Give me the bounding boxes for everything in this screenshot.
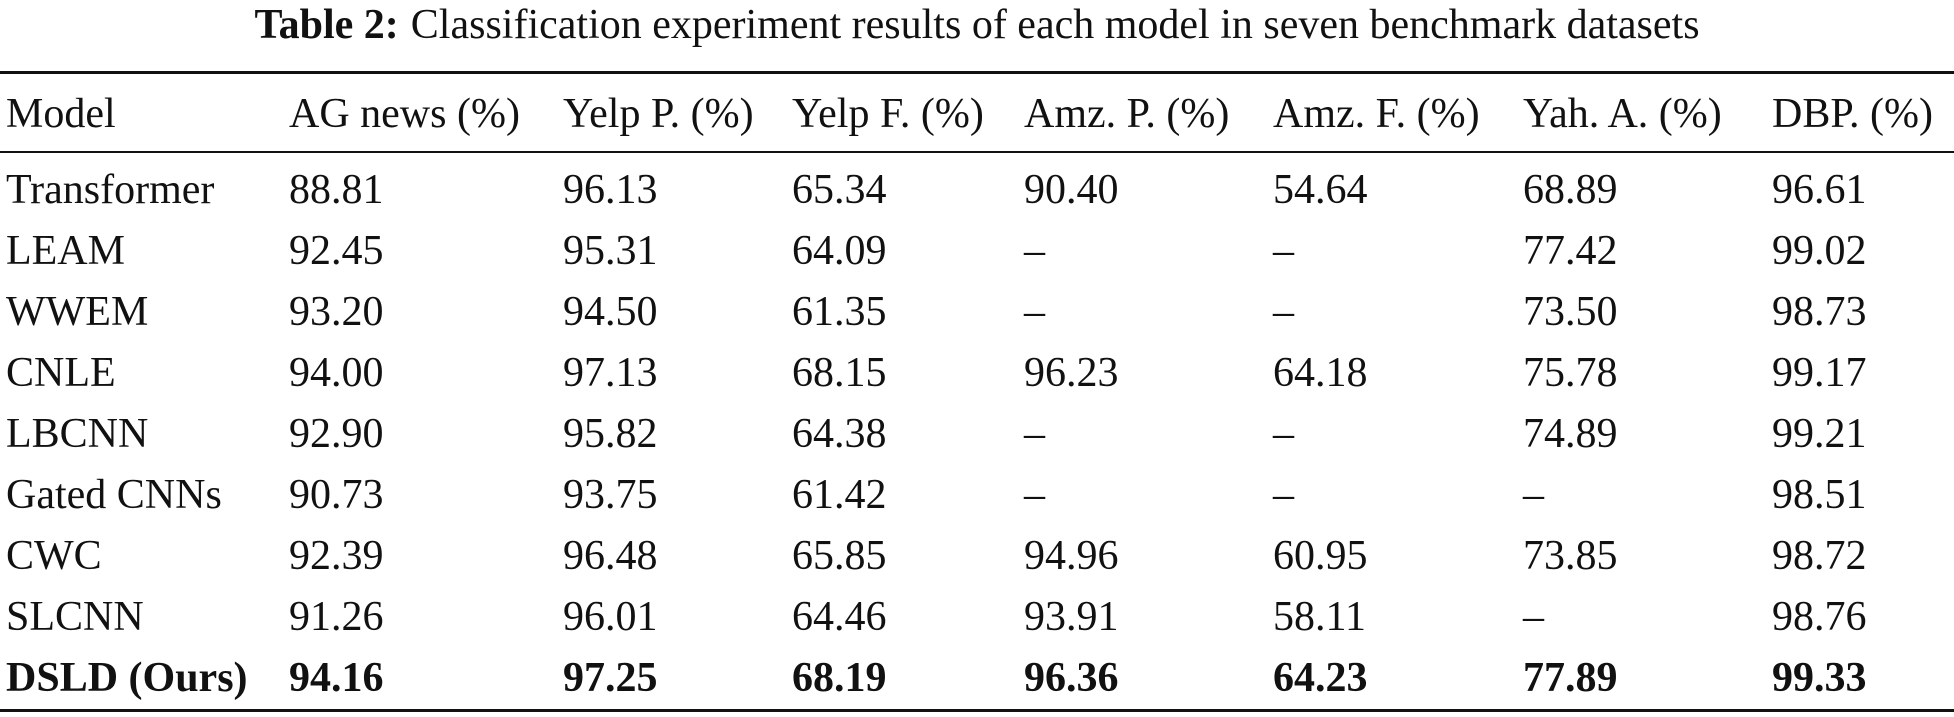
result-cell: 98.72 [1772,533,1867,579]
result-cell: 64.18 [1273,350,1368,396]
header-cell: DBP. (%) [1772,91,1934,137]
result-cell: 98.51 [1772,472,1867,518]
header-cell: Amz. F. (%) [1273,91,1480,137]
result-cell: 94.16 [289,655,384,701]
caption-label: Table 2: [254,2,399,48]
model-name: LBCNN [6,411,149,457]
result-cell: – [1273,228,1294,274]
result-cell: – [1273,411,1294,457]
result-cell: 92.39 [289,533,384,579]
result-cell: 61.42 [792,472,887,518]
result-cell: – [1523,472,1544,518]
result-cell: 99.02 [1772,228,1867,274]
model-name: Gated CNNs [6,472,222,518]
header-cell: Yah. A. (%) [1523,91,1722,137]
model-name: WWEM [6,289,149,335]
result-cell: – [1024,472,1045,518]
model-name: CWC [6,533,102,579]
result-cell: – [1024,411,1045,457]
header-cell: Model [6,91,116,137]
result-cell: 65.85 [792,533,887,579]
result-cell: 73.50 [1523,289,1618,335]
result-cell: – [1024,228,1045,274]
bottom-rule [0,709,1954,712]
caption: Table 2: Classification experiment result… [0,2,1954,48]
caption-text: Classification experiment results of eac… [410,2,1700,48]
result-cell: 96.01 [563,594,658,640]
result-cell: 64.23 [1273,655,1368,701]
result-cell: 98.76 [1772,594,1867,640]
model-name: CNLE [6,350,116,396]
model-name: SLCNN [6,594,144,640]
result-cell: 88.81 [289,167,384,213]
header-cell: Yelp F. (%) [792,91,984,137]
result-cell: 77.89 [1523,655,1618,701]
result-cell: – [1523,594,1544,640]
result-cell: 58.11 [1273,594,1366,640]
model-name: Transformer [6,167,215,213]
header-cell: AG news (%) [289,91,520,137]
result-cell: 94.00 [289,350,384,396]
result-cell: 93.20 [289,289,384,335]
result-cell: 73.85 [1523,533,1618,579]
result-cell: 97.13 [563,350,658,396]
result-cell: 97.25 [563,655,658,701]
result-cell: 74.89 [1523,411,1618,457]
result-cell: 68.19 [792,655,887,701]
header-cell: Amz. P. (%) [1024,91,1230,137]
result-cell: 65.34 [792,167,887,213]
result-cell: – [1273,289,1294,335]
header-cell: Yelp P. (%) [563,91,754,137]
result-cell: 54.64 [1273,167,1368,213]
result-cell: 64.46 [792,594,887,640]
result-cell: 99.17 [1772,350,1867,396]
result-cell: 92.45 [289,228,384,274]
result-cell: 96.23 [1024,350,1119,396]
result-cell: 90.40 [1024,167,1119,213]
result-cell: 90.73 [289,472,384,518]
result-cell: 94.96 [1024,533,1119,579]
result-cell: 64.38 [792,411,887,457]
result-cell: 93.75 [563,472,658,518]
result-cell: 96.61 [1772,167,1867,213]
result-cell: 75.78 [1523,350,1618,396]
mid-rule [0,151,1954,153]
result-cell: 68.89 [1523,167,1618,213]
result-cell: 95.31 [563,228,658,274]
result-cell: – [1024,289,1045,335]
result-cell: 94.50 [563,289,658,335]
model-name: LEAM [6,228,125,274]
result-cell: 61.35 [792,289,887,335]
result-cell: 98.73 [1772,289,1867,335]
result-cell: 95.82 [563,411,658,457]
result-cell: 99.33 [1772,655,1867,701]
model-name: DSLD (Ours) [6,655,248,701]
result-cell: 64.09 [792,228,887,274]
result-cell: 99.21 [1772,411,1867,457]
top-rule [0,71,1954,74]
result-cell: 93.91 [1024,594,1119,640]
result-cell: 96.13 [563,167,658,213]
result-cell: – [1273,472,1294,518]
result-cell: 96.36 [1024,655,1119,701]
result-cell: 60.95 [1273,533,1368,579]
result-cell: 77.42 [1523,228,1618,274]
result-cell: 92.90 [289,411,384,457]
result-cell: 91.26 [289,594,384,640]
result-cell: 68.15 [792,350,887,396]
result-cell: 96.48 [563,533,658,579]
